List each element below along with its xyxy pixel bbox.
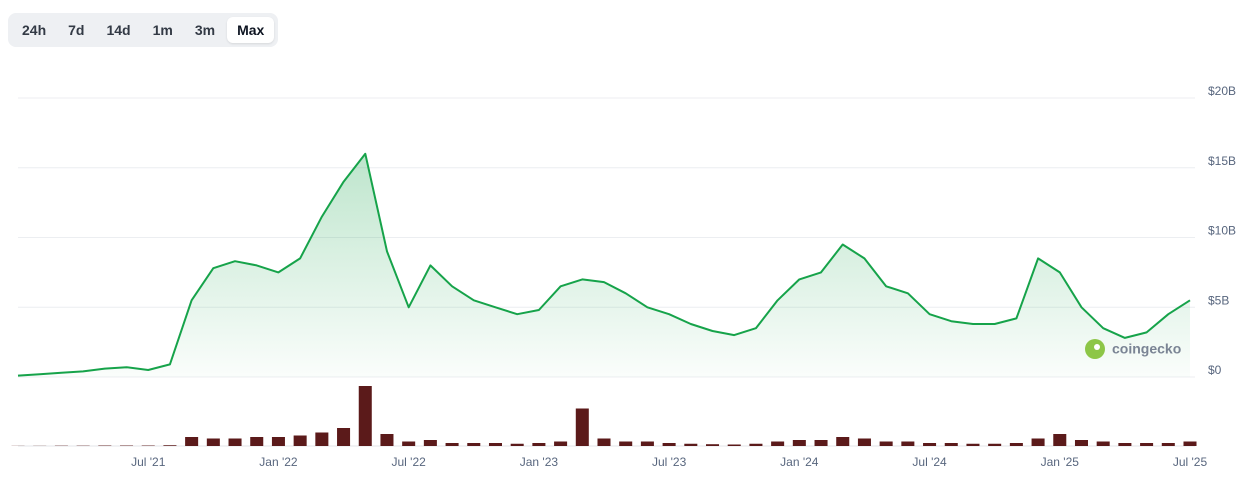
area — [18, 153, 1190, 377]
volume-bar — [814, 440, 828, 446]
range-tab[interactable]: 3m — [194, 22, 216, 38]
x-tick-label: Jan '25 — [1041, 455, 1080, 469]
volume-bar — [206, 438, 220, 446]
volume-bar — [1118, 443, 1132, 446]
x-tick-label: Jan '23 — [520, 455, 559, 469]
volume-bar — [988, 443, 1002, 446]
volume-bar — [1009, 443, 1023, 446]
volume-bar — [250, 437, 264, 446]
volume-bar — [488, 443, 502, 446]
volume-bar — [944, 443, 958, 446]
volume-bar — [749, 443, 763, 446]
volume-bar — [727, 444, 741, 446]
volume-bar — [597, 438, 611, 446]
volume-bar — [1183, 441, 1197, 446]
volume-bar — [1161, 443, 1175, 446]
volume-bar — [923, 443, 937, 446]
volume-bar — [640, 441, 654, 446]
x-tick-label: Jan '24 — [780, 455, 819, 469]
volume-bar — [271, 437, 285, 446]
watermark: coingecko — [1112, 341, 1181, 357]
x-tick-label: Jul '23 — [652, 455, 687, 469]
volume-bar — [510, 443, 524, 446]
range-tabs: 24h 7d 14d 1m 3m Max — [8, 13, 279, 47]
range-tab[interactable]: 24h — [22, 22, 47, 38]
x-tick-label: Jul '21 — [131, 455, 166, 469]
x-tick-label: Jul '25 — [1173, 455, 1208, 469]
volume-bar — [402, 441, 416, 446]
y-tick-label: $0 — [1208, 363, 1222, 377]
y-tick-label: $10B — [1208, 224, 1236, 238]
volume-bar — [185, 437, 199, 446]
volume-bar — [706, 444, 720, 446]
logo-eye — [1094, 344, 1100, 350]
volume-bar — [836, 437, 850, 446]
volume-bar — [901, 441, 915, 446]
volume-bar — [1074, 440, 1088, 446]
volume-bar — [771, 441, 785, 446]
volume-bar — [879, 441, 893, 446]
range-tab[interactable]: 14d — [106, 22, 131, 38]
x-tick-label: Jul '22 — [392, 455, 427, 469]
volume-bar — [554, 441, 568, 446]
volume-bar — [445, 443, 459, 446]
volume-bar — [337, 428, 351, 446]
volume-bar — [1140, 443, 1154, 446]
volume-bar — [575, 408, 589, 446]
volume-bar — [163, 445, 177, 446]
volume-bar — [293, 435, 307, 446]
range-tab[interactable]: Max — [227, 17, 275, 43]
volume-bar — [1096, 441, 1110, 446]
x-tick-label: Jan '22 — [259, 455, 298, 469]
volume-bar — [380, 434, 394, 446]
volume-bar — [1053, 434, 1067, 446]
volume-bar — [1031, 438, 1045, 446]
volume-bar — [966, 443, 980, 446]
volume-bar — [532, 443, 546, 446]
x-tick-label: Jul '24 — [912, 455, 947, 469]
line — [17, 152, 1191, 377]
volume-bar — [857, 438, 871, 446]
y-tick-label: $15B — [1208, 154, 1236, 168]
volume-bar — [662, 443, 676, 446]
y-tick-label: $5B — [1208, 293, 1229, 307]
volume-bar — [684, 443, 698, 446]
range-tab[interactable]: 1m — [152, 22, 173, 38]
volume-bar — [315, 432, 329, 446]
y-tick-label: $20B — [1208, 84, 1236, 98]
range-tab[interactable]: 7d — [68, 22, 85, 38]
volume-bar — [423, 440, 437, 446]
volume-bar — [467, 443, 481, 446]
volume-bar — [228, 438, 242, 446]
volume-bar — [619, 441, 633, 446]
volume-bar — [792, 440, 806, 446]
volume-bar — [358, 386, 372, 446]
